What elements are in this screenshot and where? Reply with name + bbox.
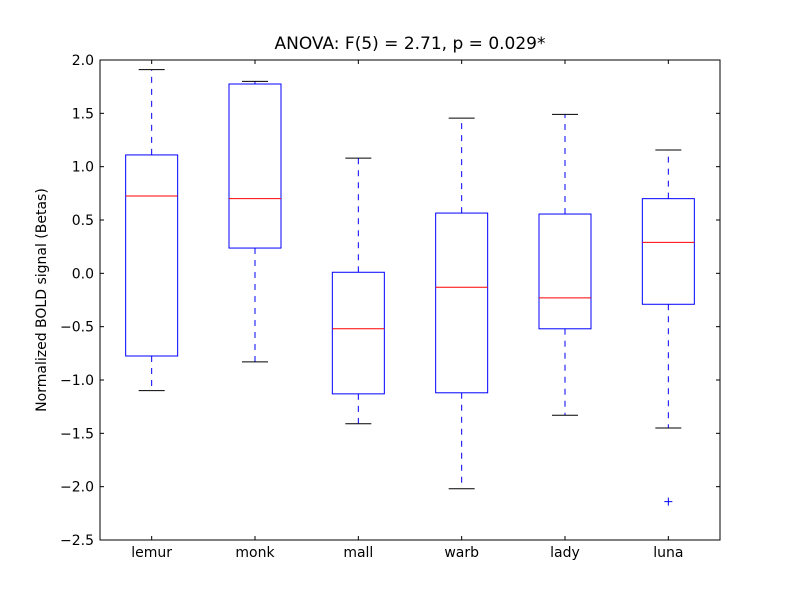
x-tick-label: lemur [131,545,172,561]
x-tick-label: monk [235,545,275,561]
x-tick-label: mall [343,545,373,561]
plot-frame [99,59,721,541]
y-axis-label: Normalized BOLD signal (Betas) [34,188,50,412]
y-tick-label: −2.0 [60,480,94,496]
y-tick-label: 1.0 [72,160,94,176]
box-lemur [125,154,179,357]
y-tick-label: −2.5 [60,533,94,549]
box-warb [435,212,489,394]
y-tick-label: 2.0 [72,53,94,69]
y-tick-label: −1.5 [60,426,94,442]
chart-title: ANOVA: F(5) = 2.71, p = 0.029* [274,34,545,54]
y-tick-label: 0.0 [72,266,94,282]
y-tick-label: 1.5 [72,106,94,122]
box-lady [538,213,592,330]
box-luna [641,198,695,305]
box-monk [228,83,282,249]
box-mall [331,271,385,395]
y-tick-label: 0.5 [72,213,94,229]
x-tick-label: luna [653,545,683,561]
y-tick-label: −1.0 [60,373,94,389]
outlier-point [664,497,673,506]
x-tick-label: warb [444,545,479,561]
y-tick-label: −0.5 [60,320,94,336]
x-tick-label: lady [550,545,580,561]
